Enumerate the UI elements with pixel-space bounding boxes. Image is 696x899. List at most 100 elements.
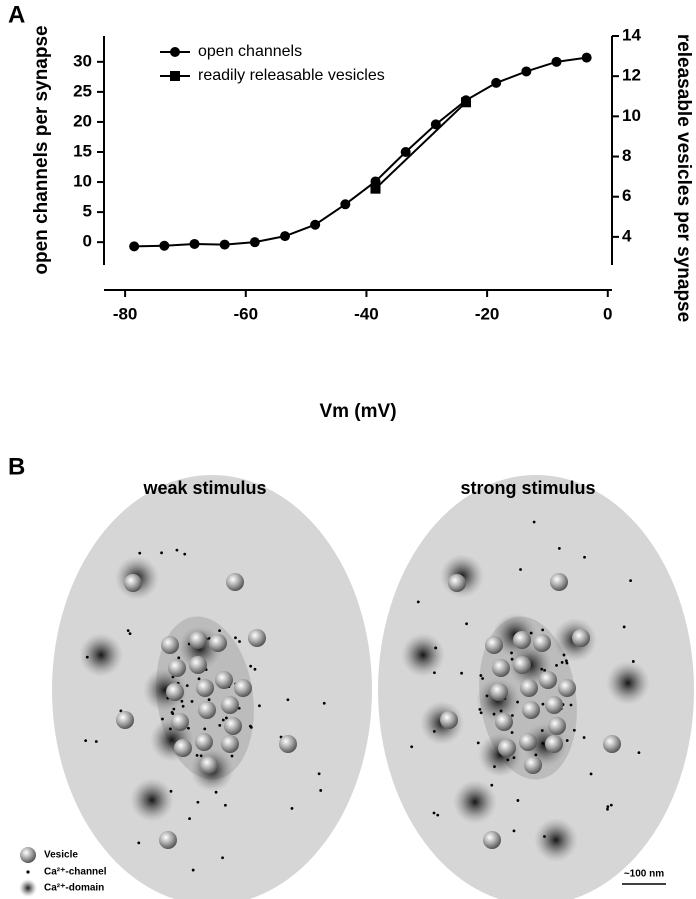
ca-channel <box>185 684 189 688</box>
ca-channel <box>432 729 436 733</box>
data-point <box>460 97 471 108</box>
ca-domain <box>478 733 522 777</box>
vesicle <box>189 631 207 649</box>
legend-vesicle <box>20 847 36 863</box>
ca-channel <box>119 709 123 713</box>
vesicle <box>159 831 177 849</box>
data-point <box>551 56 562 67</box>
data-point <box>249 237 260 248</box>
ca-channel <box>534 753 538 757</box>
ca-channel <box>85 655 89 659</box>
y2-tick-label: 8 <box>622 146 631 165</box>
vesicle <box>440 711 458 729</box>
ca-channel <box>436 813 440 817</box>
series-line <box>374 101 467 190</box>
ca-channel <box>191 868 195 872</box>
data-point <box>370 183 381 194</box>
ca-channel <box>582 736 586 739</box>
x-tick-label: -80 <box>113 304 138 323</box>
ca-channel <box>485 694 489 698</box>
ca-channel <box>564 659 568 663</box>
ca-channel <box>223 803 227 807</box>
ca-channel <box>481 677 484 680</box>
ca-channel <box>410 745 414 749</box>
ca-channel <box>540 667 544 671</box>
ca-channel <box>478 707 482 711</box>
vesicle <box>200 756 218 774</box>
ca-channel <box>84 739 88 743</box>
x-tick-label: -20 <box>475 304 500 323</box>
vesicle <box>490 683 508 701</box>
ca-channel <box>606 805 610 809</box>
ca-channel <box>516 799 520 802</box>
vesicle <box>513 631 531 649</box>
vesicle <box>161 636 179 654</box>
ca-channel <box>94 740 98 743</box>
ca-channel <box>511 714 514 717</box>
ca-channel <box>181 704 185 708</box>
vesicle <box>166 683 184 701</box>
ca-channel <box>510 731 514 734</box>
legend-channel <box>26 870 30 874</box>
ca-channel <box>434 646 438 650</box>
vesicle <box>495 713 513 731</box>
y-tick-label: 20 <box>73 111 92 130</box>
ca-channel <box>493 765 496 769</box>
vesicle <box>519 733 537 751</box>
data-point <box>129 241 140 252</box>
ca-channel <box>286 698 290 702</box>
ca-channel <box>258 704 261 708</box>
vesicle <box>539 671 557 689</box>
ca-channel <box>218 723 222 727</box>
ca-channel <box>197 677 201 681</box>
ca-channel <box>203 727 207 731</box>
vesicle <box>226 573 244 591</box>
ca-channel <box>541 628 545 632</box>
ca-channel <box>160 551 163 555</box>
vesicle <box>279 735 297 753</box>
y-tick-label: 25 <box>73 81 92 100</box>
ca-channel <box>557 546 561 550</box>
ca-domain <box>401 633 445 677</box>
ca-channel <box>510 657 514 661</box>
vesicle <box>550 573 568 591</box>
y-tick-label: 10 <box>73 172 92 191</box>
data-point <box>491 77 502 88</box>
vesicle <box>498 739 516 757</box>
legend-label: Ca²⁺-domain <box>44 883 104 894</box>
ca-channel <box>168 727 172 731</box>
vesicle <box>558 679 576 697</box>
ca-channel <box>183 552 187 556</box>
ca-channel <box>629 579 632 583</box>
ca-channel <box>138 551 142 555</box>
ca-channel <box>479 674 483 677</box>
panel-title: strong stimulus <box>460 478 595 498</box>
ca-channel <box>317 772 321 776</box>
vesicle <box>209 634 227 652</box>
scale-bar-label: ~100 nm <box>624 869 664 880</box>
ca-channel <box>322 701 326 705</box>
ca-channel <box>290 807 294 810</box>
ca-channel <box>512 829 516 833</box>
ca-channel <box>555 663 558 667</box>
ca-domain <box>453 780 497 824</box>
ca-channel <box>540 729 544 732</box>
ca-domain <box>130 778 174 822</box>
ca-channel <box>622 625 626 629</box>
ca-channel <box>460 671 463 675</box>
ca-channel <box>532 520 536 524</box>
ca-channel <box>512 756 516 760</box>
ca-channel <box>180 699 184 703</box>
ca-channel <box>175 548 179 552</box>
ca-channel <box>249 664 253 668</box>
ca-channel <box>234 636 237 640</box>
ca-channel <box>218 629 221 633</box>
vesicle <box>234 679 252 697</box>
vesicle <box>485 636 503 654</box>
ca-channel <box>177 656 181 660</box>
panel-label: A <box>8 1 25 28</box>
ca-channel <box>476 741 480 745</box>
data-point <box>159 240 170 251</box>
ca-channel <box>126 629 130 633</box>
ca-channel <box>249 725 253 729</box>
